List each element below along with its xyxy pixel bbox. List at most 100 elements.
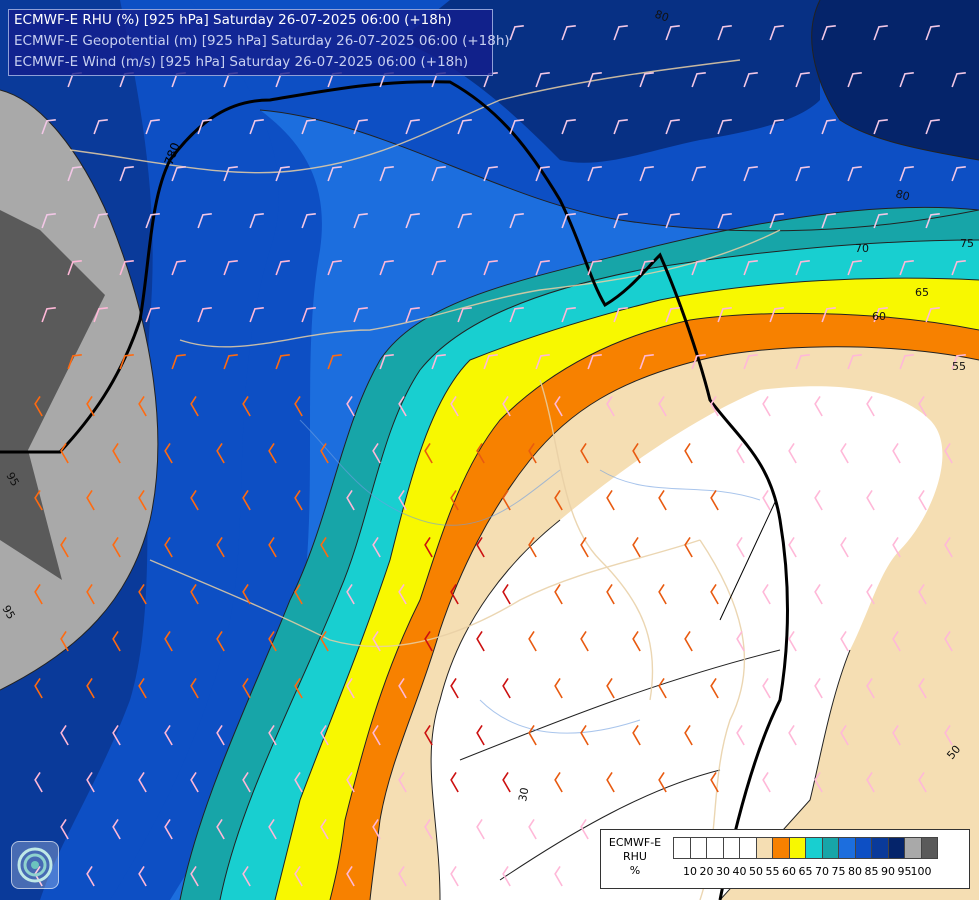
legend-tick: 100 [910,865,932,878]
wind-barb [457,307,472,323]
wind-barb [580,630,589,652]
wind-barb [346,395,355,417]
legend-swatch [887,837,905,859]
wind-barb [665,307,680,323]
wind-barb [866,677,875,699]
wind-barb [379,354,394,370]
legend-title-var: RHU [623,850,647,863]
title-rhu: ECMWF-E RHU (%) [925 hPa] Saturday 26-07… [14,12,452,28]
wind-barb [580,818,589,840]
wind-barb [840,442,849,464]
legend-swatch [871,837,889,859]
wind-barb [613,307,628,323]
wind-barb [613,25,628,41]
wind-barb [821,307,836,323]
wind-barb [275,166,290,182]
wind-barb [632,536,641,558]
wind-barb [580,536,589,558]
wind-barb [639,72,654,88]
wind-barb [795,354,810,370]
wind-barb [814,771,823,793]
wind-barb [509,25,524,41]
wind-barb [431,166,446,182]
wind-barb [873,213,888,229]
wind-barb [743,354,758,370]
wind-barb [398,395,407,417]
wind-barb [736,724,745,746]
wind-barb [710,395,719,417]
wind-barb [223,354,238,370]
wind-barb [249,119,264,135]
wind-barb [944,630,953,652]
wind-barb [535,354,550,370]
wind-barb [717,213,732,229]
wind-barb [353,119,368,135]
wind-barb [86,771,95,793]
legend-tick: 95 [897,865,912,878]
wind-barb [587,354,602,370]
wind-barb [249,307,264,323]
wind-barb [814,395,823,417]
wind-barb [769,213,784,229]
wind-barb [93,213,108,229]
wind-barb [450,677,459,699]
wind-barb [34,489,43,511]
legend-swatch [722,837,740,859]
legend-tick: 85 [864,865,879,878]
wind-barb [665,213,680,229]
wind-barb [450,583,459,605]
wind-barb [190,771,199,793]
wind-barb [788,442,797,464]
wind-barb [892,536,901,558]
wind-barb [762,771,771,793]
legend-swatch [821,837,839,859]
legend-swatch [739,837,757,859]
wind-barb [67,260,82,276]
wind-barb [112,536,121,558]
wind-barb [138,677,147,699]
wind-barb [424,536,433,558]
wind-barb [925,307,940,323]
wind-barb [483,260,498,276]
wind-barb [190,583,199,605]
wind-barb [717,25,732,41]
legend-title-unit: % [629,864,641,877]
wind-barb [918,489,927,511]
wind-barb [450,395,459,417]
legend-swatch [772,837,790,859]
wind-barb [606,395,615,417]
wind-barb [301,119,316,135]
wind-barb [197,307,212,323]
wind-barb [483,166,498,182]
wind-barb [268,818,277,840]
wind-barb [580,724,589,746]
wind-barb [814,583,823,605]
wind-barb [34,395,43,417]
wind-barb [60,442,69,464]
wind-barb [606,583,615,605]
wind-barb [190,489,199,511]
wind-barb [554,677,563,699]
wind-barb [242,771,251,793]
wind-barb [450,771,459,793]
wind-barb [242,395,251,417]
wind-barb [788,724,797,746]
wind-barb [424,630,433,652]
wind-barb [190,865,199,887]
swirl-icon [17,847,53,883]
wind-barb [788,536,797,558]
wind-barb [587,260,602,276]
wind-barb [899,166,914,182]
wind-barb [457,213,472,229]
wind-barb [606,677,615,699]
wind-barb [795,72,810,88]
wind-barb [476,442,485,464]
wind-barb [164,442,173,464]
wind-barb [119,354,134,370]
wind-barb [86,489,95,511]
wind-barb [951,166,966,182]
contour-label: 65 [915,286,929,299]
wind-barb [138,865,147,887]
wind-barb [86,395,95,417]
wind-barb [275,260,290,276]
